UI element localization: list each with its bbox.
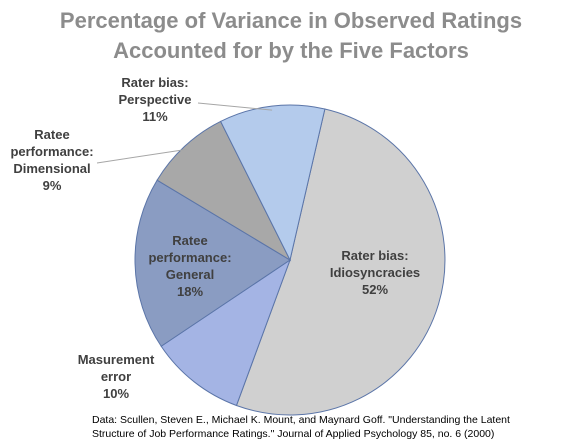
slice-label-perspective: Rater bias: Perspective 11% xyxy=(100,74,210,125)
pie-slice-dimensional xyxy=(156,120,292,262)
slice-value-general: 18% xyxy=(176,284,204,299)
leader-line-dimensional xyxy=(96,148,188,164)
source-line-1: Data: Scullen, Steven E., Michael K. Mou… xyxy=(92,414,510,426)
slice-label-general: Ratee performance: General 18% xyxy=(135,232,245,300)
slice-value-dimensional: 9% xyxy=(42,178,62,193)
chart-title-line-2: Accounted for by the Five Factors xyxy=(113,38,469,63)
pie-slice-idiosyncracies xyxy=(235,108,446,416)
leader-line-perspective xyxy=(197,102,273,111)
pie-slices xyxy=(134,104,446,416)
pie-slice-general xyxy=(134,179,291,347)
pie-slice-perspective xyxy=(219,104,326,262)
source-line-2: Structure of Job Performance Ratings." J… xyxy=(92,428,495,440)
slice-label-idiosyncracies: Rater bias: Idiosyncracies 52% xyxy=(315,247,435,298)
source-note: Data: Scullen, Steven E., Michael K. Mou… xyxy=(92,413,510,441)
slice-value-perspective: 11% xyxy=(142,109,168,124)
slice-value-idiosyncracies: 52% xyxy=(361,282,389,297)
slice-label-measurement-error: Masurement error 10% xyxy=(58,351,174,402)
chart-title-line-1: Percentage of Variance in Observed Ratin… xyxy=(59,8,523,33)
pie-slice-measurement-error xyxy=(160,258,292,407)
slice-value-measurement-error: 10% xyxy=(102,386,130,401)
chart-title: Percentage of Variance in Observed Ratin… xyxy=(0,6,582,66)
slice-label-dimensional: Ratee performance: Dimensional 9% xyxy=(2,126,102,194)
leader-lines xyxy=(96,102,273,164)
